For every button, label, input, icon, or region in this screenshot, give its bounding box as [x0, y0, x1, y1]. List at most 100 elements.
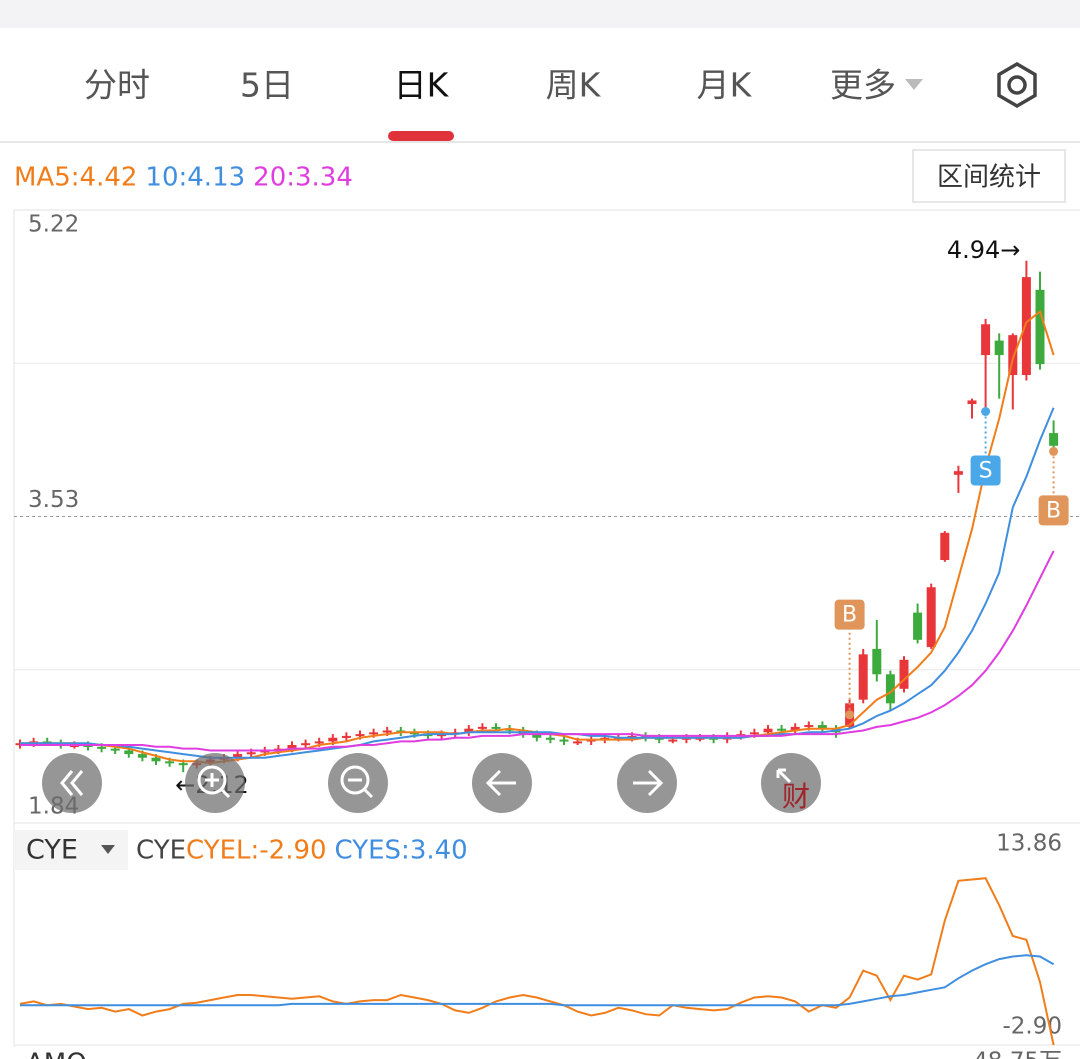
more-caret	[905, 79, 923, 90]
candle-body	[423, 734, 433, 737]
candle-body	[178, 763, 188, 766]
tab[interactable]: 周K	[546, 66, 602, 105]
indicator-legend: CYES:3.40	[335, 836, 468, 866]
candle-body	[1021, 277, 1031, 376]
active-tab-indicator	[388, 131, 454, 141]
candle-body	[437, 734, 447, 737]
signal-dot	[981, 406, 991, 416]
dropdown-caret	[101, 845, 115, 854]
signal-dot	[845, 710, 855, 720]
candle-body	[355, 734, 365, 737]
signal-badge	[970, 455, 1001, 486]
candle-body	[409, 732, 419, 735]
candle-body	[573, 741, 583, 744]
candle-body	[940, 532, 950, 561]
candle-body	[287, 745, 297, 749]
candle-body	[1049, 433, 1059, 446]
signal-label: B	[1046, 498, 1061, 523]
candle-body	[137, 754, 147, 758]
candle-body	[477, 726, 487, 729]
tab[interactable]: 日K	[394, 66, 450, 105]
fullscreen-button[interactable]	[761, 753, 821, 813]
candle-body	[1008, 335, 1018, 376]
candle-body	[1035, 289, 1045, 365]
candle-body	[668, 739, 678, 742]
range-stat-button[interactable]	[912, 149, 1066, 203]
candle-body	[246, 752, 256, 755]
candle-body	[817, 725, 827, 729]
candle-body	[301, 743, 311, 746]
signal-label: B	[842, 603, 857, 628]
ma-line	[20, 309, 1055, 765]
candle-body	[382, 730, 392, 733]
indicator-line	[19, 877, 1055, 1046]
candle-body	[369, 732, 379, 735]
candle-body	[913, 612, 923, 640]
indicator-legend: CYE	[136, 836, 186, 866]
ma-line	[20, 407, 1055, 759]
indicator-line	[20, 954, 1055, 1007]
indicator-dropdown-label[interactable]: CYE	[26, 835, 78, 866]
candle-body	[790, 726, 800, 731]
next-panel	[0, 1047, 1080, 1059]
candle-body	[328, 737, 338, 742]
candle-body	[763, 728, 773, 733]
range-stat-label[interactable]: 区间统计	[937, 163, 1041, 193]
overlay-buttons	[42, 753, 821, 813]
candle-body	[491, 726, 501, 729]
high-label: 4.94→	[947, 236, 1021, 264]
candle-body	[83, 745, 93, 748]
candle-body	[858, 654, 868, 700]
candle-body	[777, 728, 787, 731]
tab[interactable]: 月K	[697, 66, 753, 105]
zoom-in-button[interactable]	[185, 753, 245, 813]
next-panel-value: 48.75万	[973, 1049, 1062, 1059]
next-panel-indicator[interactable]: AMO	[26, 1049, 87, 1059]
tab[interactable]: 更多	[830, 66, 896, 105]
ma-legend: 20:3.34	[253, 163, 353, 193]
candle-body	[953, 471, 963, 475]
jump-start-button[interactable]	[42, 753, 102, 813]
signal-label: S	[979, 458, 993, 483]
status-strip	[0, 0, 1080, 28]
candle-body	[124, 750, 134, 755]
candle-body	[559, 739, 569, 742]
ma-legend: MA5:4.42	[14, 163, 137, 193]
tab[interactable]: 分时	[84, 66, 150, 105]
candle-body	[110, 748, 120, 751]
indicator-legend: CYEL:-2.90	[186, 836, 327, 866]
candle-body	[926, 587, 936, 648]
ma-legend: 10:4.13	[145, 163, 245, 193]
signal-dot	[1049, 446, 1059, 456]
candle-body	[532, 734, 542, 738]
candle-body	[151, 757, 161, 762]
candle-body	[165, 761, 175, 764]
candle-body	[97, 746, 107, 749]
scroll-left-button[interactable]	[472, 753, 532, 813]
cye-chart: 13.86 -2.90	[19, 831, 1062, 1046]
y-tick-label: -2.90	[1002, 1014, 1062, 1040]
candle-body	[341, 735, 351, 738]
candle-body	[872, 648, 882, 675]
candle-body	[899, 659, 909, 689]
candle-body	[994, 340, 1004, 356]
finance-marker[interactable]: 财	[782, 780, 810, 813]
y-tick-label: 5.22	[28, 212, 79, 238]
candle-body	[804, 725, 814, 728]
settings-button[interactable]	[997, 61, 1037, 109]
candle-body	[885, 674, 895, 704]
ma-line	[20, 550, 1055, 752]
signal-badge	[834, 599, 865, 630]
candle-body	[749, 732, 759, 735]
candle-body	[233, 754, 243, 758]
y-tick-label: 3.53	[28, 487, 79, 513]
candle-body	[464, 728, 474, 733]
scroll-right-button[interactable]	[617, 753, 677, 813]
zoom-out-button[interactable]	[328, 753, 388, 813]
candle-body	[967, 400, 977, 405]
y-tick-label: 13.86	[996, 831, 1062, 857]
kline-chart: 5.223.531.844.94→←2.12BSB	[14, 212, 1080, 820]
tab[interactable]: 5日	[240, 66, 294, 105]
